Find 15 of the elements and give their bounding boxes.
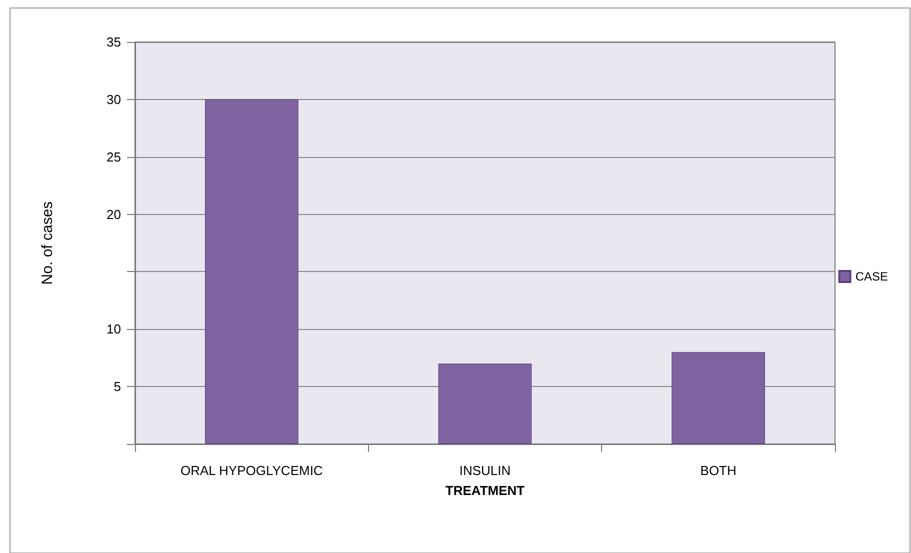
bar (672, 352, 765, 444)
y-tick-label: 10 (106, 322, 121, 337)
y-axis-title: No. of cases (39, 201, 56, 285)
bar (205, 99, 298, 444)
y-tick-label: 5 (114, 379, 121, 394)
x-tick-label: INSULIN (459, 463, 511, 478)
y-tick-label: 20 (106, 206, 121, 222)
y-tick-label: 25 (106, 149, 121, 164)
y-tick-label: 30 (106, 92, 121, 107)
y-tick-label: 35 (106, 34, 121, 50)
bar (438, 364, 532, 444)
x-tick-label: ORAL HYPOGLYCEMIC (180, 463, 323, 478)
x-tick-label: BOTH (700, 463, 736, 478)
legend-label: CASE (855, 270, 888, 284)
x-axis-title: TREATMENT (445, 483, 525, 498)
